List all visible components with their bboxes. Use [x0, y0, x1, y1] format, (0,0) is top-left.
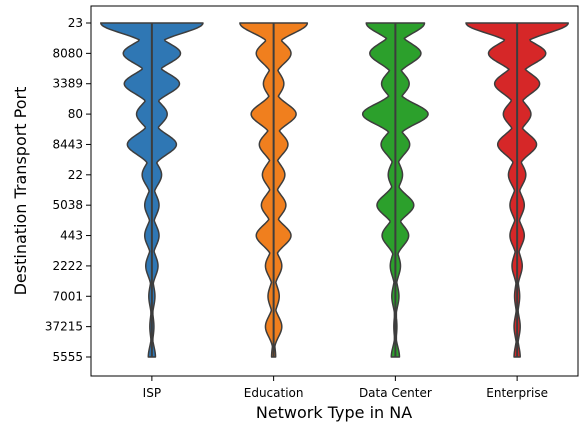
y-axis-ticks: 23 8080 3389 80 8443 22 5038 443 2222 7001 37215 55…: [45, 16, 91, 364]
y-tick-label: 5038: [52, 198, 83, 212]
y-tick-label: 8080: [52, 46, 83, 60]
y-tick-label: 22: [68, 168, 83, 182]
y-axis-title: Destination Transport Port: [11, 87, 30, 296]
y-tick-label: 3389: [52, 77, 83, 91]
y-tick-label: 443: [60, 229, 83, 243]
x-tick-label: Data Center: [359, 386, 432, 400]
x-tick-label: Education: [244, 386, 304, 400]
x-tick-label: ISP: [143, 386, 161, 400]
plot-frame: [90, 5, 579, 377]
y-tick-label: 7001: [52, 289, 83, 303]
y-tick-label: 2222: [52, 259, 83, 273]
x-axis-ticks: ISP Education Data Center Enterprise: [143, 376, 548, 400]
y-tick-label: 8443: [52, 137, 83, 151]
y-tick-label: 5555: [52, 350, 83, 364]
x-tick-label: Enterprise: [486, 386, 548, 400]
violin-group: [99, 22, 570, 358]
y-tick-label: 80: [68, 107, 83, 121]
y-tick-label: 23: [68, 16, 83, 30]
y-tick-label: 37215: [45, 320, 83, 334]
x-axis-title: Network Type in NA: [256, 403, 412, 422]
